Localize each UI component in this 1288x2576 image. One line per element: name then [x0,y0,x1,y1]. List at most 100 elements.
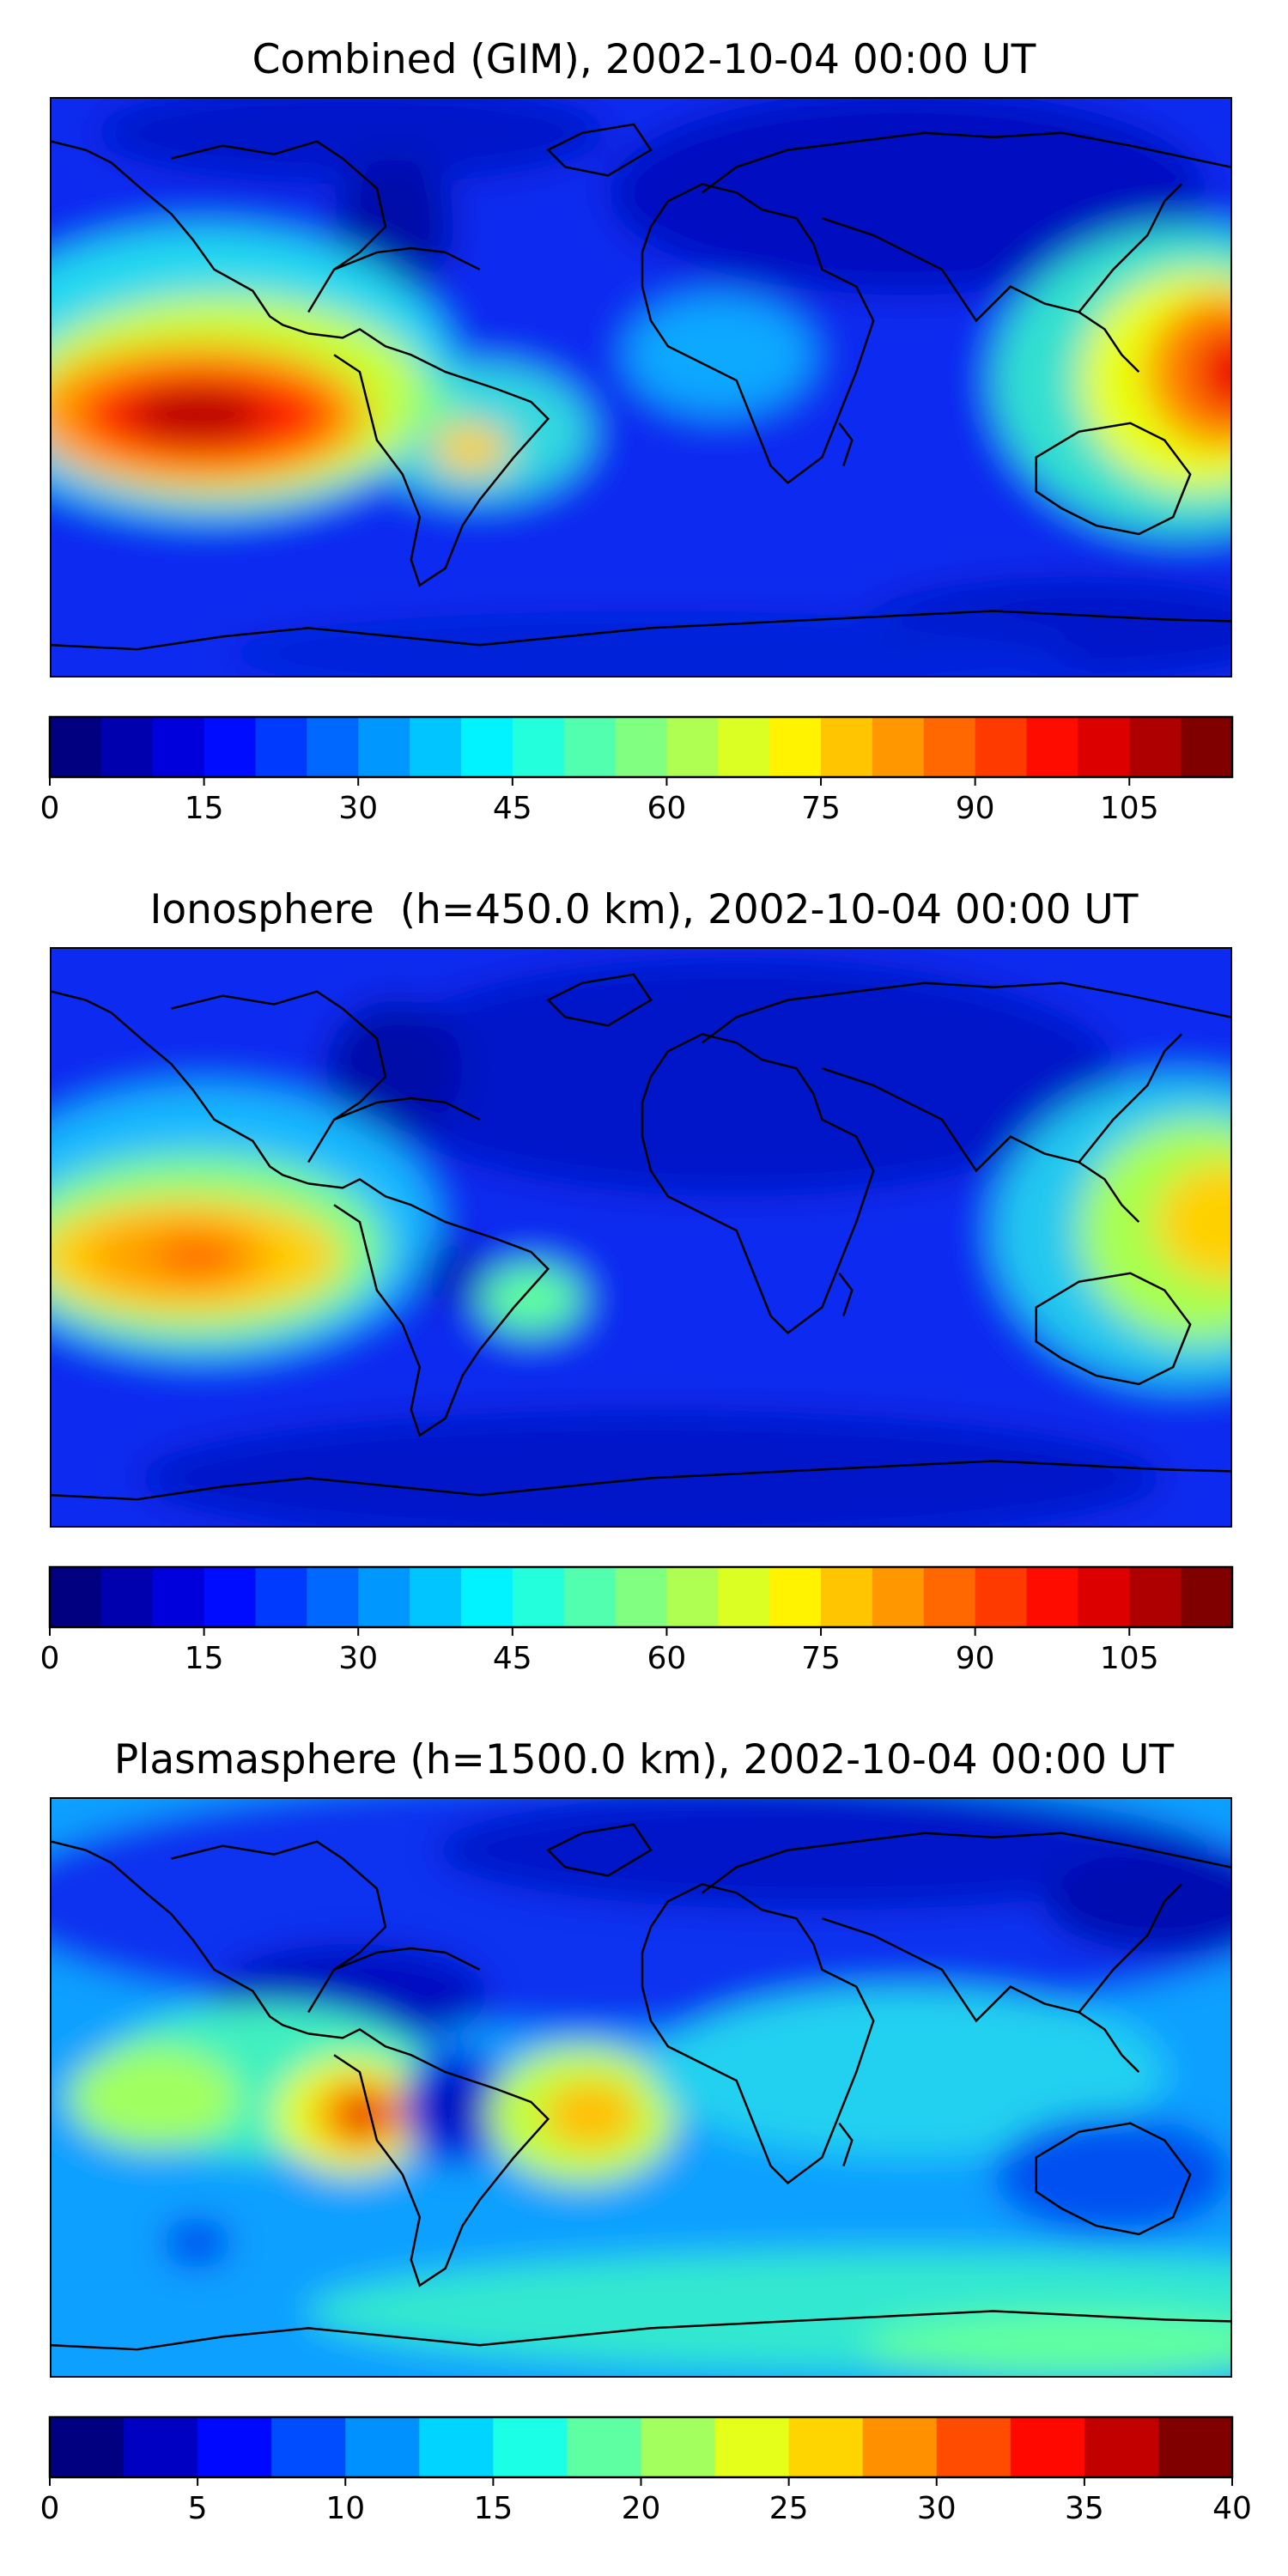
colorbar-segment [1157,2417,1233,2477]
colorbar-segment [821,717,873,777]
colorbar-segment [271,2417,346,2477]
colorbar-segment [197,2417,272,2477]
colorbar-segment [936,2417,1012,2477]
colorbar-segment [563,717,617,777]
colorbar-segment [152,717,205,777]
colorbar-segment [1129,1567,1182,1627]
colorbar-segment [923,717,976,777]
colorbar-border [48,715,1234,779]
colorbar-segment [100,1567,154,1627]
colorbar-segment [641,2417,716,2477]
colorbar-segment [923,1567,976,1627]
map-ionosphere [50,947,1232,1528]
colorbar-segment [666,1567,719,1627]
colorbar-segment [1078,1567,1130,1627]
colorbar-tick-label: 90 [956,1641,995,1676]
colorbar-segment [718,717,770,777]
map-combined [50,97,1232,677]
colorbar-tick-label: 45 [493,1641,532,1676]
colorbar-segment [615,717,667,777]
colorbar-segment [1026,717,1078,777]
colorbar-segment [769,1567,822,1627]
colorbar-tick-label: 30 [338,791,378,826]
coastlines-ionosphere [52,973,1230,1501]
colorbar-tick-label: 60 [647,1641,687,1676]
colorbar-tick-label: 0 [40,791,60,826]
colorbar-segment [512,717,565,777]
colorbar-segment [460,717,513,777]
colorbar-segment [152,1567,205,1627]
colorbar-segment [307,717,359,777]
colorbar-segment [769,717,822,777]
colorbar-segment [1026,1567,1078,1627]
tec-field-combined [52,99,1230,676]
colorbar-segment [345,2417,420,2477]
colorbar-segment [50,2417,125,2477]
colorbar-tick-label: 0 [40,1641,60,1676]
coastlines-plasmasphere [52,1823,1230,2351]
colorbar-segment [714,2417,790,2477]
colorbar-tick-label: 75 [801,791,841,826]
colorbar-segment [410,717,462,777]
colorbar-segment [1084,2417,1159,2477]
colorbar-plasmasphere: 0 5 10 15 20 25 30 35 40 [40,2415,1252,2526]
colorbar-segment [204,717,256,777]
colorbar-segment [1181,1567,1233,1627]
colorbar-segment [204,1567,256,1627]
colorbar-segment [563,1567,617,1627]
colorbar-segment [307,1567,359,1627]
colorbar-segment [1010,2417,1085,2477]
colorbar-segment [872,1567,925,1627]
colorbar-tick-label: 15 [185,791,224,826]
colorbar-tick-label: 40 [1212,2491,1252,2526]
colorbar-combined: 0 15 30 45 60 75 90 105 [40,715,1234,826]
panel-title-combined: Combined (GIM), 2002-10-04 00:00 UT [252,36,1036,83]
colorbar-segment [615,1567,667,1627]
colorbar-segment [358,1567,410,1627]
colorbar-tick-label: 15 [473,2491,513,2526]
colorbar-border [48,1565,1234,1629]
colorbar-segment [975,717,1028,777]
tec-field-ionosphere [52,949,1230,1526]
map-plasmasphere [50,1797,1232,2378]
colorbar-tick-label: 20 [622,2491,661,2526]
colorbar-tick-label: 5 [188,2491,208,2526]
colorbar-tick-label: 45 [493,791,532,826]
colorbar-segment [788,2417,864,2477]
colorbar-segment [493,2417,568,2477]
colorbar-segment [419,2417,494,2477]
colorbar-tick-label: 10 [325,2491,365,2526]
colorbar-segment [862,2417,938,2477]
colorbar-segment [872,717,925,777]
colorbar-segment [512,1567,565,1627]
colorbar-segment [718,1567,770,1627]
panel-title-ionosphere: Ionosphere (h=450.0 km), 2002-10-04 00:0… [149,886,1139,933]
tec-field-plasmasphere [52,1799,1230,2376]
colorbar-tick-label: 30 [917,2491,957,2526]
colorbar-ionosphere: 0 15 30 45 60 75 90 105 [40,1565,1234,1676]
colorbar-segment [1129,717,1182,777]
colorbar-segment [1078,717,1130,777]
colorbar-tick-label: 90 [956,791,995,826]
colorbar-segment [410,1567,462,1627]
colorbar-segment [1181,717,1233,777]
colorbar-segment [666,717,719,777]
colorbar-segment [100,717,154,777]
colorbar-tick-label: 25 [769,2491,809,2526]
colorbar-tick-label: 60 [647,791,687,826]
panel-title-plasmasphere: Plasmasphere (h=1500.0 km), 2002-10-04 0… [113,1736,1175,1783]
colorbar-tick-label: 35 [1065,2491,1104,2526]
colorbar-segment [975,1567,1028,1627]
colorbar-segment [50,1567,102,1627]
colorbar-tick-label: 105 [1100,1641,1159,1676]
colorbar-tick-label: 75 [801,1641,841,1676]
colorbar-tick-label: 15 [185,1641,224,1676]
colorbar-segment [124,2417,198,2477]
colorbar-segment [567,2417,641,2477]
colorbar-segment [255,717,307,777]
colorbar-segment [50,717,102,777]
colorbar-tick-label: 105 [1100,791,1159,826]
colorbar-segment [358,717,410,777]
colorbar-segment [460,1567,513,1627]
coastlines-combined [52,123,1230,651]
